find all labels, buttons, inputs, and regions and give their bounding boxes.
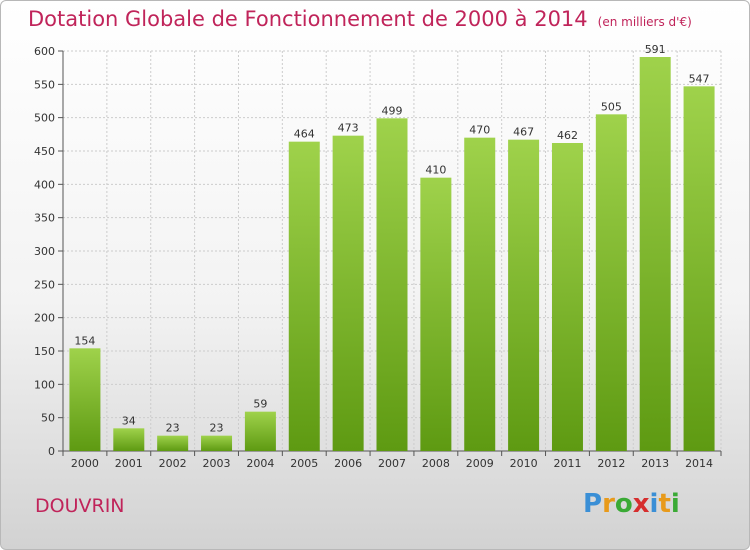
x-tick-label: 2008 — [422, 457, 450, 470]
bar-2003 — [201, 435, 233, 451]
data-label-2009: 470 — [469, 124, 490, 137]
y-tick-label: 50 — [41, 412, 55, 425]
data-label-2001: 34 — [122, 414, 136, 427]
data-label-2003: 23 — [210, 422, 224, 435]
logo-letter: i — [649, 489, 659, 519]
data-label-2006: 473 — [338, 122, 359, 135]
data-label-2014: 547 — [689, 72, 710, 85]
logo-letter: o — [614, 489, 633, 519]
commune-name: DOUVRIN — [35, 495, 125, 517]
data-label-2004: 59 — [253, 398, 267, 411]
x-tick-label: 2009 — [466, 457, 494, 470]
y-tick-label: 200 — [34, 312, 55, 325]
data-label-2005: 464 — [294, 128, 315, 141]
x-tick-label: 2000 — [71, 457, 99, 470]
x-tick-label: 2005 — [290, 457, 318, 470]
bar-2009 — [464, 137, 496, 451]
bar-2013 — [639, 57, 671, 451]
proxiti-logo[interactable]: Proxiti — [583, 489, 680, 519]
data-label-2010: 467 — [513, 126, 534, 139]
data-label-2013: 591 — [645, 43, 666, 56]
bar-2012 — [595, 114, 627, 451]
y-tick-label: 500 — [34, 112, 55, 125]
bar-2004 — [244, 411, 276, 451]
x-tick-label: 2011 — [553, 457, 581, 470]
bar-2006 — [332, 135, 364, 451]
y-tick-label: 400 — [34, 178, 55, 191]
bar-2014 — [683, 86, 715, 451]
y-tick-label: 0 — [48, 445, 55, 458]
chart-subtitle: (en milliers d'€) — [597, 15, 692, 29]
x-tick-label: 2004 — [246, 457, 274, 470]
x-tick-label: 2010 — [510, 457, 538, 470]
x-tick-label: 2006 — [334, 457, 362, 470]
bar-2007 — [376, 118, 408, 451]
y-tick-label: 100 — [34, 378, 55, 391]
data-label-2002: 23 — [166, 422, 180, 435]
bar-2000 — [69, 348, 101, 451]
y-tick-label: 600 — [34, 45, 55, 58]
data-label-2012: 505 — [601, 100, 622, 113]
y-tick-label: 150 — [34, 345, 55, 358]
bar-2002 — [157, 435, 189, 451]
logo-letter: P — [583, 489, 603, 519]
logo-letter: x — [632, 489, 650, 519]
y-tick-label: 550 — [34, 78, 55, 91]
x-tick-label: 2012 — [597, 457, 625, 470]
x-tick-label: 2013 — [641, 457, 669, 470]
logo-letter: r — [602, 489, 615, 519]
bar-2008 — [420, 177, 452, 451]
bar-2001 — [113, 428, 145, 451]
data-label-2000: 154 — [74, 334, 95, 347]
logo-letter: t — [658, 489, 671, 519]
x-tick-label: 2002 — [159, 457, 187, 470]
bar-2010 — [508, 139, 540, 451]
title-row: Dotation Globale de Fonctionnement de 20… — [28, 7, 692, 31]
y-tick-label: 300 — [34, 245, 55, 258]
bars — [69, 57, 715, 451]
bar-2005 — [288, 141, 320, 451]
logo-letter: i — [670, 489, 680, 519]
data-label-2007: 499 — [382, 104, 403, 117]
data-label-2008: 410 — [425, 164, 446, 177]
y-tick-label: 250 — [34, 278, 55, 291]
bar-2011 — [551, 143, 583, 451]
data-labels: 154 34 23 23 59 464 473 499 410 470 467 462 505 591 54… — [74, 43, 709, 435]
x-tick-label: 2014 — [685, 457, 713, 470]
axes: 0 50 100 150 200 250 300 350 400 450 500 550 600 2000… — [34, 45, 722, 470]
y-tick-label: 350 — [34, 212, 55, 225]
chart-title: Dotation Globale de Fonctionnement de 20… — [28, 7, 588, 31]
data-label-2011: 462 — [557, 129, 578, 142]
x-tick-label: 2007 — [378, 457, 406, 470]
x-tick-label: 2001 — [115, 457, 143, 470]
x-tick-label: 2003 — [203, 457, 231, 470]
y-tick-label: 450 — [34, 145, 55, 158]
